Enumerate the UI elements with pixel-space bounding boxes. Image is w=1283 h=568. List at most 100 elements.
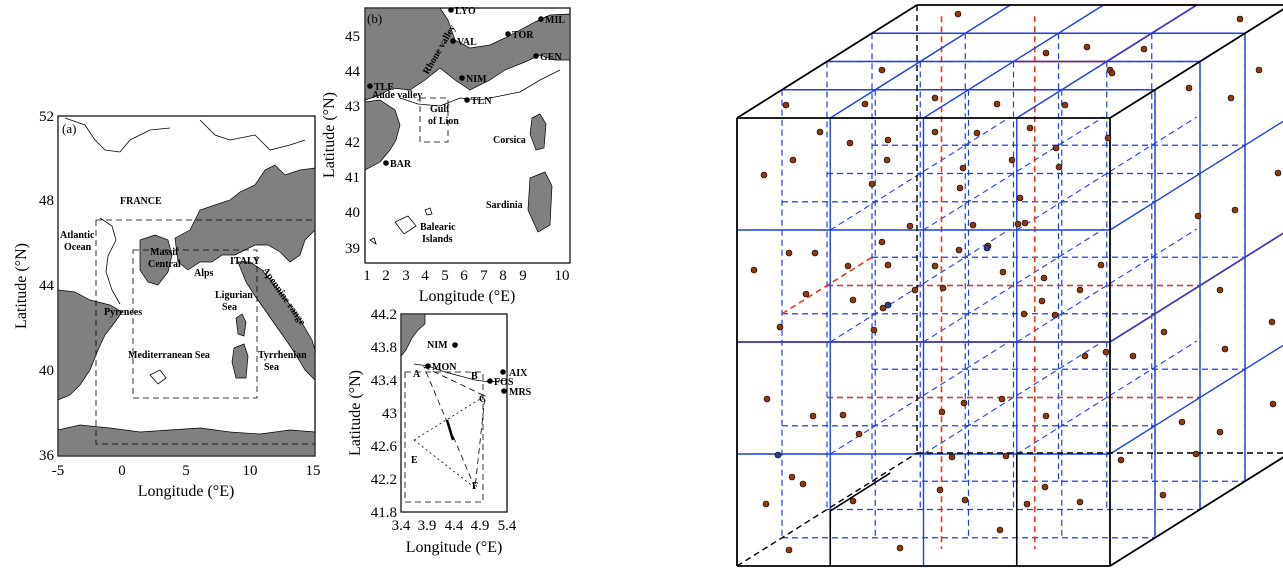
city-marker [505, 31, 511, 37]
map-a-label-alps: Alps [194, 268, 214, 279]
map-b-x-tick: 10 [555, 268, 570, 284]
cube-particle [849, 497, 857, 505]
map-a-land-massif [139, 234, 173, 286]
map-b-panel-label: (b) [367, 11, 382, 26]
city-marker [448, 7, 454, 13]
cube-particle [931, 262, 939, 270]
cube-particle [870, 326, 878, 334]
cube-particle [993, 100, 1001, 108]
map-c-point-b: B [471, 371, 478, 382]
map-b-x-tick: 4 [421, 268, 429, 284]
map-panel-c: NIM MON AIX FOS MRS A B C E F 3.4 3.9 4.… [347, 307, 532, 556]
map-c-point-f: F [472, 481, 478, 492]
cube-particle [948, 453, 956, 461]
cube-particle [846, 139, 854, 147]
cube-particle [1002, 452, 1010, 460]
cube-particle [750, 266, 758, 274]
map-a-land-corsica [235, 313, 247, 337]
map-a-y-tick: 40 [39, 363, 54, 379]
cube-depth-line [1016, 116, 1198, 231]
city-marker [383, 160, 389, 166]
map-panel-a: -5 0 5 10 15 52 48 44 40 36 Longitude (°… [13, 109, 321, 500]
cube-particle [1231, 206, 1239, 214]
map-c-y-tick: 41.8 [371, 505, 397, 521]
map-b-land-north [364, 7, 571, 101]
map-c-domain [404, 371, 484, 503]
cube-particle [785, 249, 793, 257]
cube-side-grid-line [1109, 232, 1283, 343]
map-a-label-ligurian-sea: Sea [222, 302, 237, 313]
city-label: MRS [509, 387, 532, 398]
map-c-y-tick: 44.2 [371, 307, 397, 323]
cube-particle [802, 290, 810, 298]
city-label: AIX [509, 368, 528, 379]
map-b-label-aude: Aude valley [372, 90, 422, 101]
map-b-y-tick: 44 [345, 64, 361, 80]
cube-particle [1051, 311, 1059, 319]
cube-particle [954, 10, 962, 18]
cube-particle [960, 399, 968, 407]
map-c-point-e: E [411, 455, 418, 466]
map-b-xlabel: Longitude (°E) [419, 288, 516, 305]
cube-particle [1038, 297, 1046, 305]
city-marker [452, 342, 458, 348]
map-a-y-tick: 44 [39, 278, 55, 294]
city-label: TLN [471, 96, 492, 107]
cube-particle [973, 129, 981, 137]
cube-particle [1021, 219, 1029, 227]
cube-particle [938, 408, 946, 416]
cube-particle [1076, 286, 1084, 294]
cube-particle [906, 222, 914, 230]
map-b-x-tick: 5 [441, 268, 449, 284]
map-b-label-corsica: Corsica [493, 135, 526, 146]
map-c-y-tick: 43.4 [371, 373, 398, 389]
map-b-domain [419, 97, 449, 143]
cube-particle [1194, 212, 1202, 220]
cube-depth-line [1016, 228, 1198, 343]
cube-particle [1255, 66, 1263, 74]
map-b-coast [399, 69, 561, 107]
cube-particle [896, 544, 904, 552]
map-c-transect-dashed [423, 366, 486, 490]
cube-particle [1140, 45, 1148, 53]
city-label: BAR [390, 159, 412, 170]
map-c-x-tick: 4.4 [445, 518, 464, 534]
cube-particle [1052, 144, 1060, 152]
cube-particle [1016, 194, 1024, 202]
cube-edge [829, 472, 891, 512]
map-b-land-iberia [364, 99, 401, 171]
map-c-x-tick: 4.9 [471, 518, 490, 534]
cube-particle [868, 180, 876, 188]
cube-particle [788, 473, 796, 481]
cube-edge [1109, 456, 1283, 567]
cube-particle [959, 164, 967, 172]
cube-particle [931, 94, 939, 102]
cube-particle [931, 128, 939, 136]
city-marker [367, 83, 373, 89]
map-b-y-tick: 39 [345, 241, 360, 257]
map-b-ylabel: Latitude (°N) [321, 92, 338, 178]
map-c-balloon-track [445, 419, 455, 441]
map-a-land-europe [174, 164, 316, 271]
cube-particle [811, 249, 819, 257]
map-a-label-med: Mediterranean Sea [128, 350, 210, 361]
cube-particle [1083, 43, 1091, 51]
city-marker [501, 388, 507, 394]
cube-particle [839, 411, 847, 419]
cube-particle [1192, 450, 1200, 458]
cube-particle [760, 171, 768, 179]
map-a-panel-label: (a) [62, 121, 76, 136]
map-a-label-massif: Massif [150, 247, 179, 258]
map-c-y-tick: 43 [382, 406, 397, 422]
cube-particle [789, 156, 797, 164]
cube-depth-line [829, 116, 1011, 231]
map-a-ylabel: Latitude (°N) [13, 243, 30, 329]
map-c-xlabel: Longitude (°E) [406, 539, 503, 556]
cube-particle [883, 156, 891, 164]
cube-particle [1160, 328, 1168, 336]
city-label: GEN [540, 52, 562, 63]
map-b-x-tick: 2 [382, 268, 390, 284]
map-a-x-tick: 0 [118, 463, 126, 479]
cube-particle [762, 500, 770, 508]
map-a-xlabel: Longitude (°E) [138, 483, 235, 500]
